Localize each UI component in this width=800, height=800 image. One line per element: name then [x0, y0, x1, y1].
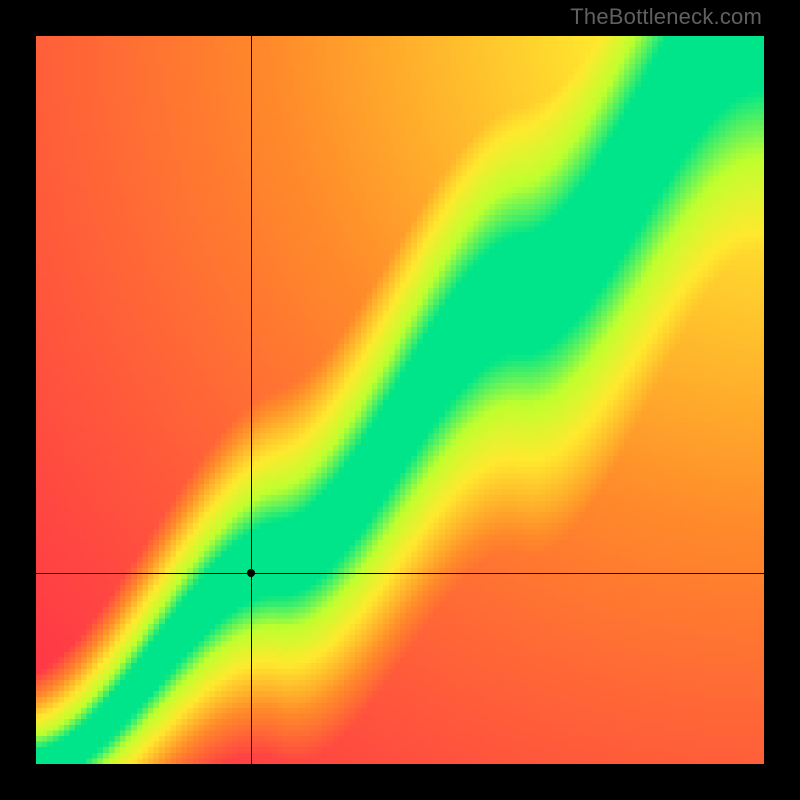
plot-area — [36, 36, 764, 764]
watermark-text: TheBottleneck.com — [570, 4, 762, 30]
chart-root: TheBottleneck.com — [0, 0, 800, 800]
heatmap-canvas — [36, 36, 764, 764]
